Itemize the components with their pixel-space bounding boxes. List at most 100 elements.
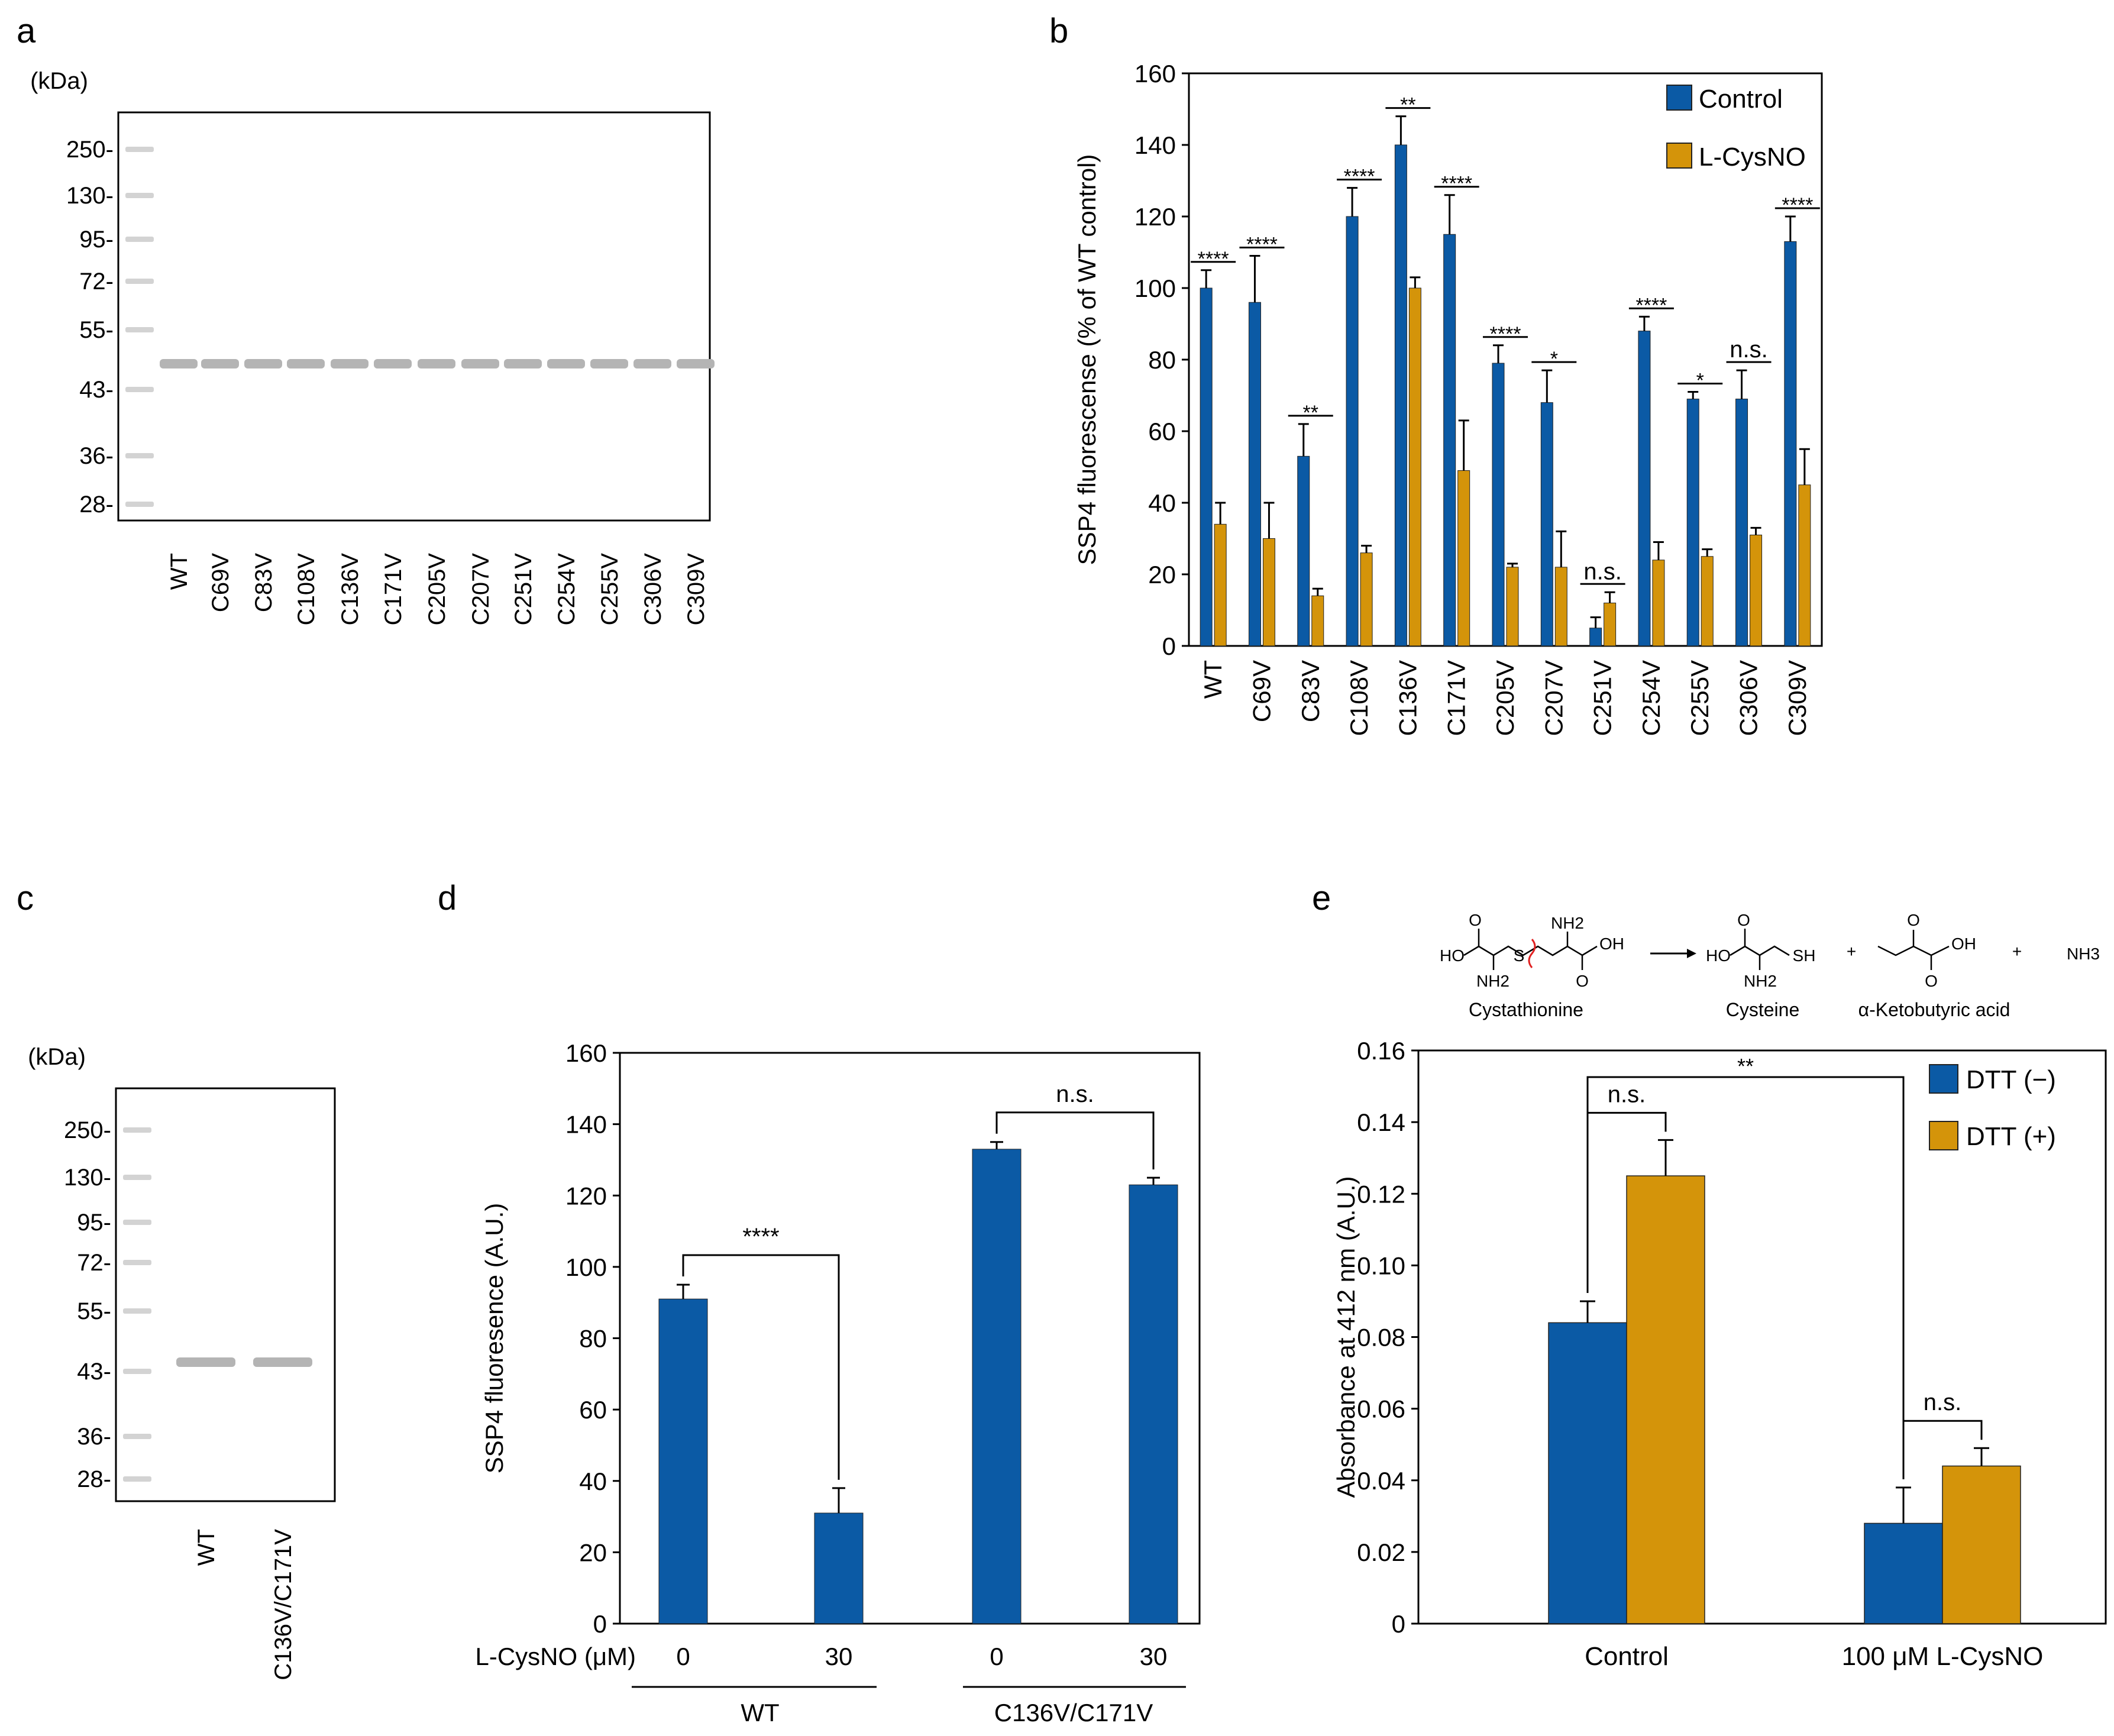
panel-a-lane-label: C309V: [683, 553, 709, 626]
panel-b-category-label: C108V: [1345, 660, 1373, 736]
panel-b-bar-lcysno: [1554, 567, 1567, 646]
panel-a-protein-band: [677, 359, 715, 368]
scheme-s-label: S: [1514, 946, 1525, 965]
scheme-oh-label: OH: [1951, 935, 1976, 953]
panel-b-sig-label: *: [1550, 348, 1558, 370]
panel-e-sig-label: n.s.: [1924, 1389, 1961, 1415]
panel-a-lane-label: C255V: [597, 553, 623, 626]
panel-e-sig-label: n.s.: [1608, 1081, 1646, 1107]
panel-b-category-label: C136V: [1394, 660, 1421, 736]
panel-e-ytick-label: 0.04: [1357, 1467, 1405, 1495]
panel-a-protein-band: [461, 359, 499, 368]
panel-b-bar-control: [1540, 402, 1553, 646]
panel-c-protein-band: [253, 1357, 312, 1367]
panel-b-sig-label: ****: [1198, 248, 1229, 270]
panel-c-ladder-band: [123, 1260, 151, 1265]
panel-b-bar-control: [1200, 287, 1213, 646]
panel-e-ytick-label: 0: [1392, 1610, 1405, 1638]
panel-d-sig-bracket: [995, 1111, 1155, 1170]
scheme-ketobutyric-label: α-Ketobutyric acid: [1858, 999, 2010, 1020]
scheme-o-label: O: [1925, 972, 1938, 990]
panel-e-bar-dtt-plus: [1626, 1175, 1705, 1624]
panel-c-lane-label: WT: [193, 1529, 219, 1566]
panel-b-ytick-label: 120: [1134, 203, 1176, 231]
panel-a-lane-label: C69V: [208, 553, 234, 612]
panel-b-bar-control: [1686, 399, 1699, 646]
panel-b-ytick-label: 0: [1162, 632, 1176, 660]
panel-b-sig-label: **: [1303, 402, 1318, 424]
panel-b-bar-lcysno: [1652, 560, 1665, 646]
panel-b-category-label: C83V: [1297, 660, 1324, 722]
panel-b-bar-lcysno: [1750, 534, 1763, 646]
scheme-plus-sign: +: [2012, 942, 2022, 961]
panel-a-protein-band: [590, 359, 628, 368]
panel-a-marker-label: 95-: [79, 227, 114, 253]
scheme-cysteine-label: Cysteine: [1726, 999, 1800, 1020]
panel-a-lane-label: C207V: [468, 553, 494, 626]
panel-d-ytick-label: 140: [565, 1111, 607, 1139]
panel-b-bar-lcysno: [1457, 470, 1470, 646]
panel-b-category-label: C171V: [1443, 660, 1470, 736]
scheme-ho-label: HO: [1706, 946, 1731, 965]
panel-e-bar-dtt-minus: [1548, 1322, 1627, 1624]
panel-a-marker-label: 43-: [79, 377, 114, 403]
panel-d-ytick-label: 20: [579, 1538, 607, 1566]
panel-b-category-label: C251V: [1589, 660, 1617, 736]
panel-a-lane-label: C254V: [554, 553, 580, 626]
panel-b-category-label: C255V: [1686, 660, 1714, 736]
panel-d-ytick-label: 80: [579, 1325, 607, 1353]
panel-b-bar-lcysno: [1701, 556, 1714, 646]
panel-a-protein-band: [374, 359, 412, 368]
panel-b-category-label: C207V: [1540, 660, 1567, 736]
panel-d-ytick-label: 40: [579, 1467, 607, 1495]
panel-b-category-label: WT: [1199, 660, 1227, 699]
panel-a-protein-band: [244, 359, 282, 368]
panel-d-ytick-label: 60: [579, 1396, 607, 1424]
panel-d-sig-bracket: [682, 1254, 840, 1480]
panel-b-sig-label: ****: [1782, 194, 1813, 216]
panel-b-sig-label: n.s.: [1583, 558, 1621, 584]
panel-b-bar-lcysno: [1408, 287, 1421, 646]
cysteine-skeleton: [1730, 945, 1790, 956]
panel-b-bar-lcysno: [1311, 595, 1324, 646]
panel-d-group-label: C136V/C171V: [994, 1699, 1153, 1727]
scheme-o-label: O: [1576, 972, 1589, 990]
panel-e-bar-dtt-plus: [1942, 1465, 2021, 1624]
panel-d-bar: [658, 1298, 708, 1624]
panel-b-bar-control: [1784, 241, 1797, 646]
panel-d-ylabel: SSP4 fluoresence (A.U.): [480, 1203, 508, 1474]
panel-d-bar: [814, 1512, 864, 1624]
panel-a-marker-label: 28-: [79, 492, 114, 518]
panel-b-bar-lcysno: [1798, 484, 1811, 646]
panel-e-ylabel: Absorbance at 412 nm (A.U.): [1332, 1176, 1360, 1498]
scheme-ammonia-label: NH3: [2067, 945, 2100, 963]
panel-a-ladder-band: [125, 387, 154, 392]
panel-label-c: c: [17, 879, 34, 917]
panel-label-b: b: [1049, 12, 1068, 50]
panel-e-sig-label: **: [1737, 1054, 1754, 1078]
panel-a-protein-band: [547, 359, 585, 368]
panel-b-bar-control: [1638, 331, 1651, 646]
panel-e-ytick-label: 0.16: [1357, 1037, 1405, 1065]
panel-a-lane-label: WT: [166, 553, 192, 590]
panel-e-category-label: 100 μM L-CysNO: [1842, 1642, 2044, 1671]
panel-b-bar-control: [1443, 234, 1456, 646]
panel-b-category-label: C306V: [1735, 660, 1763, 736]
scheme-oh-label: OH: [1599, 935, 1624, 953]
panel-b-ytick-label: 80: [1148, 346, 1176, 374]
panel-d-group-label: WT: [741, 1699, 779, 1727]
panel-b-bar-control: [1589, 628, 1602, 646]
panel-label-d: d: [438, 879, 457, 917]
reaction-arrowhead-icon: [1687, 949, 1696, 958]
panel-c-lane-label: C136V/C171V: [270, 1529, 296, 1680]
panel-a-gel-frame: [117, 111, 711, 522]
panel-a-kda-title: (kDa): [30, 68, 88, 94]
panel-b-bar-control: [1297, 455, 1310, 646]
panel-b-sig-label: ****: [1635, 294, 1667, 316]
panel-d-row-label: L-CysNO (μM): [475, 1643, 636, 1670]
panel-a-lane-label: C83V: [251, 553, 277, 612]
panel-b-sig-label: ****: [1490, 323, 1521, 345]
panel-c-ladder-band: [123, 1369, 151, 1374]
panel-e-ytick-label: 0.10: [1357, 1252, 1405, 1279]
